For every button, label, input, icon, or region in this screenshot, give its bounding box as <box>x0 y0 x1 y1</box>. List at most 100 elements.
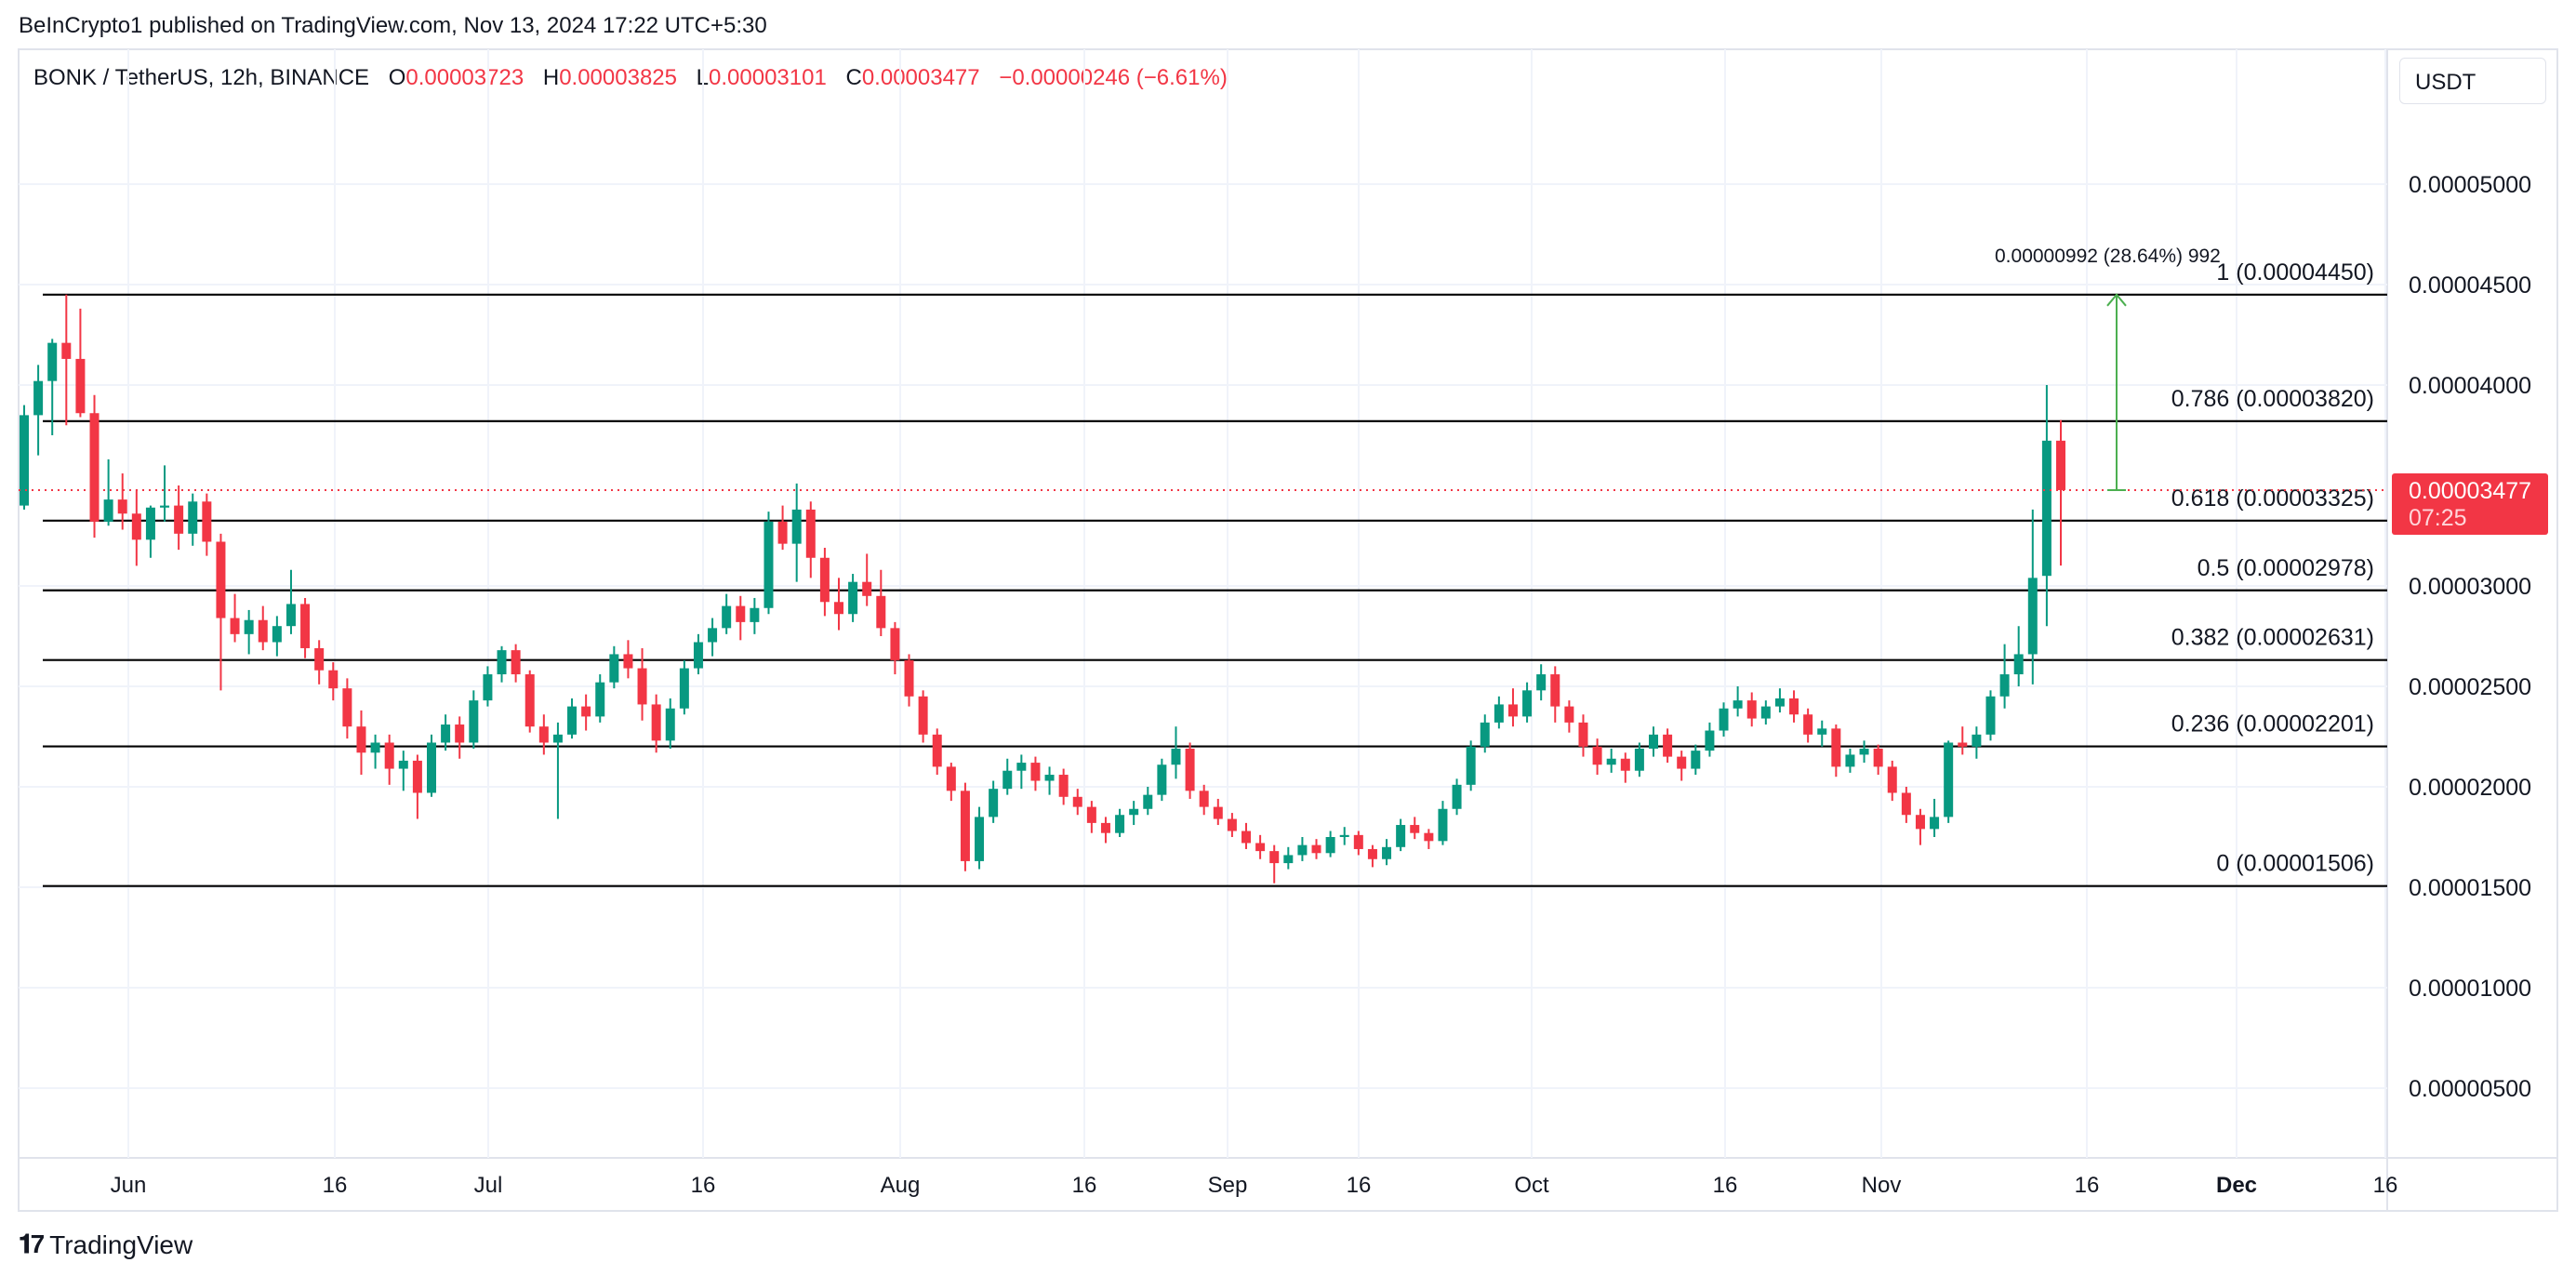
candle-body-up <box>1719 708 1729 731</box>
time-axis-label: Dec <box>2216 1173 2257 1198</box>
time-axis-label: Jul <box>474 1173 503 1198</box>
candle-body-up <box>1297 844 1308 856</box>
candle-body-down <box>202 501 212 542</box>
time-axis-label: Jun <box>111 1173 147 1198</box>
candle-body-down <box>1424 832 1434 842</box>
candle-body-up <box>1522 690 1533 717</box>
candle-body-up <box>1634 748 1644 771</box>
candle-body-up <box>1972 734 1982 747</box>
candle-body-down <box>651 704 661 741</box>
fib-level-label: 1 (0.00004450) <box>2216 259 2374 286</box>
candle-body-down <box>1550 674 1560 707</box>
symbol-name[interactable]: BONK / TetherUS, 12h, BINANCE <box>33 65 370 90</box>
open-label: O <box>388 65 406 90</box>
candle-body-up <box>1760 706 1771 719</box>
candle-body-up <box>398 760 408 769</box>
candle-body-up <box>285 604 296 627</box>
candle-body-down <box>1100 822 1110 833</box>
candle-body-down <box>524 674 535 727</box>
fib-level-label: 0.5 (0.00002978) <box>2198 555 2374 581</box>
brand-name[interactable]: TradingView <box>49 1229 193 1259</box>
candle-body-up <box>1129 808 1139 816</box>
candle-body-up <box>1774 698 1785 707</box>
fib-level-label: 0.786 (0.00003820) <box>2171 386 2374 412</box>
candle-body-up <box>679 668 689 709</box>
candle-body-down <box>131 513 141 540</box>
candle-body-down <box>1058 775 1069 797</box>
candle-body-up <box>1480 722 1490 747</box>
price-axis-label: 0.00001500 <box>2409 875 2531 901</box>
candle-body-up <box>595 682 605 717</box>
change-value: −0.00000246 (−6.61%) <box>999 65 1228 90</box>
candle-body-down <box>1072 796 1082 807</box>
candle-body-down <box>1367 848 1377 859</box>
candle-body-up <box>1016 763 1027 771</box>
axes: 0.00005000 0.00004500 0.00004000 0.00003000… <box>111 172 2548 1198</box>
candle-body-up <box>1452 784 1462 809</box>
candle-body-up <box>33 380 44 416</box>
candle-body-down <box>1185 748 1195 791</box>
candle-body-up <box>1115 815 1125 833</box>
candle-body-up <box>609 654 619 683</box>
time-axis-label: Oct <box>1514 1173 1549 1198</box>
candle-body-down <box>1592 746 1602 765</box>
candle-body-down <box>1227 818 1237 831</box>
candle-body-up <box>483 674 493 701</box>
candle-body-down <box>581 706 591 717</box>
candle-body-up <box>848 581 858 615</box>
time-axis-label: 16 <box>1347 1173 1372 1198</box>
candle-body-up <box>1283 855 1294 864</box>
candle-body-up <box>1143 794 1153 809</box>
candle-body-down <box>538 726 549 743</box>
candle-body-down <box>1620 758 1630 771</box>
bar-countdown: 07:25 <box>2409 505 2467 531</box>
high-label: H <box>542 65 560 90</box>
candle-body-down <box>637 668 647 705</box>
candle-body-up <box>427 742 436 793</box>
candle-body-down <box>876 595 886 629</box>
fib-retracement[interactable]: 1 (0.00004450)0.786 (0.00003820)0.618 (0… <box>43 259 2387 887</box>
candle-body-up <box>1382 846 1392 859</box>
candle-body-up <box>497 650 507 675</box>
candle-body-down <box>1030 763 1041 781</box>
currency-button[interactable]: USDT <box>2399 58 2546 104</box>
candle-body-down <box>1242 831 1251 844</box>
candle-body-down <box>1086 806 1096 823</box>
candle-body-down <box>216 541 226 618</box>
candle-body-up <box>1691 751 1701 769</box>
candle-body-down <box>2056 440 2065 490</box>
candle-body-down <box>1746 700 1757 719</box>
candle-body-up <box>1817 728 1827 735</box>
candle-body-down <box>258 619 268 643</box>
candle-body-up <box>1705 730 1715 751</box>
fib-level-label: 0.236 (0.00002201) <box>2171 711 2374 738</box>
grid <box>18 48 2558 1212</box>
candle-body-up <box>665 708 675 741</box>
candle-body-down <box>918 696 928 735</box>
close-value: 0.00003477 <box>861 65 980 90</box>
candle-body-up <box>1438 808 1448 842</box>
candle-body-down <box>455 724 465 743</box>
time-axis-label: Nov <box>1862 1173 1902 1198</box>
candle-body-up <box>1466 746 1476 785</box>
candle-body-down <box>1255 843 1266 852</box>
candle-body-down <box>890 628 900 660</box>
candle-body-up <box>552 734 563 743</box>
time-axis-label: 16 <box>323 1173 348 1198</box>
candle-body-down <box>1213 806 1223 819</box>
candle-body-up <box>1003 770 1013 790</box>
time-axis-label: 16 <box>691 1173 716 1198</box>
candle-body-down <box>1578 722 1588 747</box>
candle-body-down <box>117 499 127 514</box>
candle-body-up <box>1325 837 1335 854</box>
candle-body-down <box>946 766 956 791</box>
candle-body-down <box>230 618 240 634</box>
price-axis-label: 0.00002000 <box>2409 775 2531 801</box>
candle-body-up <box>469 700 479 743</box>
candle-body-up <box>1845 754 1855 767</box>
candle-body-up <box>791 509 802 544</box>
candle-body-up <box>103 499 113 522</box>
candle-body-down <box>932 734 942 767</box>
candle-body-down <box>834 602 843 615</box>
